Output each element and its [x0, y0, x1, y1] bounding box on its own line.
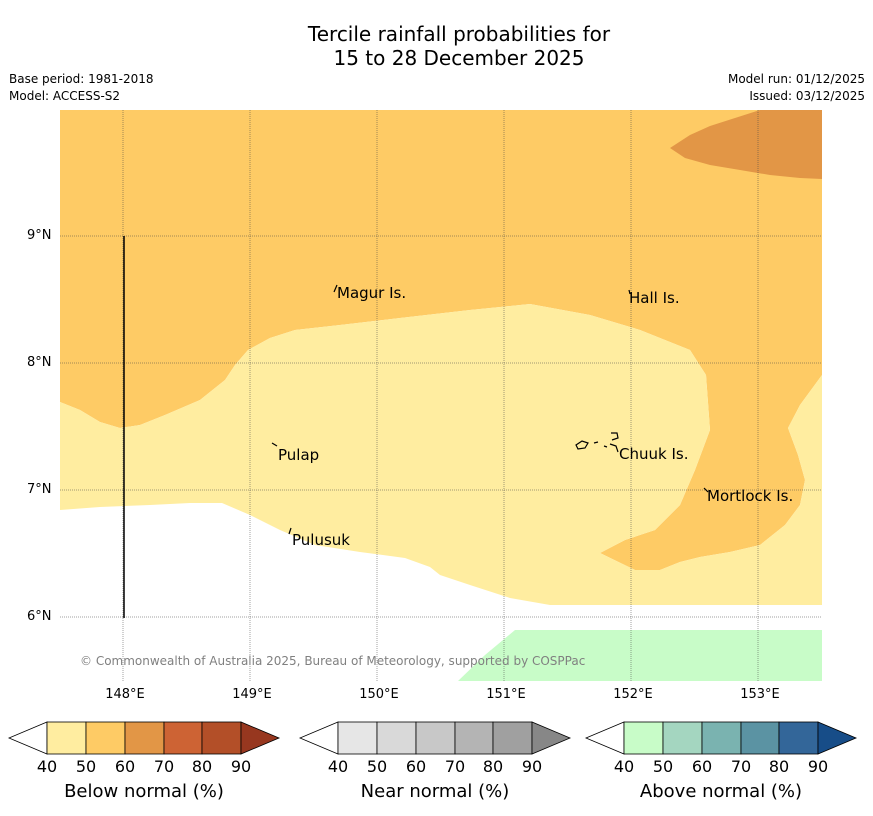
base-period: Base period: 1981-2018 — [9, 72, 154, 86]
issued-date: Issued: 03/12/2025 — [749, 89, 865, 103]
colorbar-below — [7, 721, 281, 755]
cbar-below-bin-4 — [163, 721, 203, 755]
cbar-near-bin-2 — [376, 721, 417, 755]
cbar-below-tick: 60 — [114, 757, 136, 776]
cbar-near-tick: 80 — [482, 757, 504, 776]
cbar-below-tick: 50 — [75, 757, 97, 776]
lat-gridlines — [60, 235, 822, 618]
cbar-below-tick: 90 — [230, 757, 252, 776]
island-mortlock — [703, 487, 709, 493]
cbar-above-bin-4 — [740, 721, 780, 755]
cbar-below-tick: 70 — [153, 757, 175, 776]
place-magur: Magur Is. — [337, 284, 407, 302]
colorbar-near — [298, 721, 572, 755]
cbar-below-label: Below normal (%) — [64, 781, 224, 802]
map-title: Tercile rainfall probabilities for 15 to… — [0, 22, 873, 70]
cbar-near-extend-high — [531, 721, 572, 755]
island-pulap — [271, 442, 278, 447]
cbar-near-tick: 60 — [405, 757, 427, 776]
cbar-above-tick: 90 — [807, 757, 829, 776]
cbar-near-bin-1 — [337, 721, 378, 755]
cbar-above-bin-2 — [662, 721, 703, 755]
cbar-above-extend-low — [584, 721, 625, 755]
cbar-above-bin-1 — [623, 721, 664, 755]
cbar-below-tick: 80 — [191, 757, 213, 776]
cbar-below-extend-low — [7, 721, 48, 755]
meta-right: Model run: 01/12/2025 Issued: 03/12/2025 — [728, 71, 865, 105]
model-run: Model run: 01/12/2025 — [727, 72, 865, 86]
cbar-below-bin-1 — [46, 721, 87, 755]
island-magur — [333, 284, 338, 293]
cbar-near-tick: 50 — [366, 757, 388, 776]
lat-label-7n: 7°N — [27, 482, 52, 497]
cbar-above-tick: 80 — [768, 757, 790, 776]
island-pulusuk — [288, 527, 292, 535]
cbar-near-bin-4 — [454, 721, 494, 755]
cbar-near-bin-3 — [415, 721, 456, 755]
region-above-40-50 — [458, 630, 822, 681]
place-hall: Hall Is. — [629, 289, 680, 307]
cbar-above-label: Above normal (%) — [639, 781, 803, 802]
lat-label-9n: 9°N — [27, 228, 52, 243]
cbar-near-tick: 40 — [327, 757, 349, 776]
cbar-near-label: Near normal (%) — [360, 781, 510, 802]
cbar-below-extend-high — [240, 721, 281, 755]
lat-label-8n: 8°N — [27, 355, 52, 370]
lon-label-149e: 149°E — [232, 687, 272, 702]
copyright-notice: © Commonwealth of Australia 2025, Bureau… — [80, 654, 586, 668]
island-marks — [271, 284, 709, 535]
cbar-below-tick: 40 — [36, 757, 58, 776]
island-hall — [628, 289, 631, 295]
cbar-above-tick: 70 — [730, 757, 752, 776]
place-pulusuk: Pulusuk — [292, 531, 350, 549]
model-name: Model: ACCESS-S2 — [9, 89, 121, 103]
lon-label-153e: 153°E — [740, 687, 780, 702]
lon-label-150e: 150°E — [359, 687, 399, 702]
title-line-1: Tercile rainfall probabilities for — [307, 22, 611, 46]
cbar-near-tick: 90 — [521, 757, 543, 776]
place-chuuk: Chuuk Is. — [619, 445, 689, 463]
place-mortlock: Mortlock Is. — [707, 487, 794, 505]
title-line-2: 15 to 28 December 2025 — [333, 46, 585, 70]
place-pulap: Pulap — [278, 446, 320, 464]
region-below-40-50 — [60, 304, 822, 605]
lat-label-6n: 6°N — [27, 609, 52, 624]
cbar-below-bin-3 — [124, 721, 165, 755]
cbar-above-tick: 50 — [652, 757, 674, 776]
cbar-above-bin-3 — [701, 721, 742, 755]
cbar-above-extend-high — [817, 721, 858, 755]
cbar-near-bin-5 — [492, 721, 533, 755]
island-chuuk — [575, 432, 619, 453]
cbar-near-extend-low — [298, 721, 339, 755]
cbar-above-tick: 40 — [613, 757, 635, 776]
cbar-near-tick: 70 — [444, 757, 466, 776]
cbar-above-tick: 60 — [691, 757, 713, 776]
region-below-60-70 — [670, 110, 822, 179]
lon-label-151e: 151°E — [486, 687, 526, 702]
region-below-50-60 — [60, 110, 822, 570]
colorbar-above — [584, 721, 858, 755]
lon-label-152e: 152°E — [613, 687, 653, 702]
cbar-above-bin-5 — [778, 721, 819, 755]
meta-left: Base period: 1981-2018 Model: ACCESS-S2 — [9, 71, 154, 105]
cbar-below-bin-2 — [85, 721, 126, 755]
lon-label-148e: 148°E — [105, 687, 145, 702]
cbar-below-bin-5 — [201, 721, 242, 755]
